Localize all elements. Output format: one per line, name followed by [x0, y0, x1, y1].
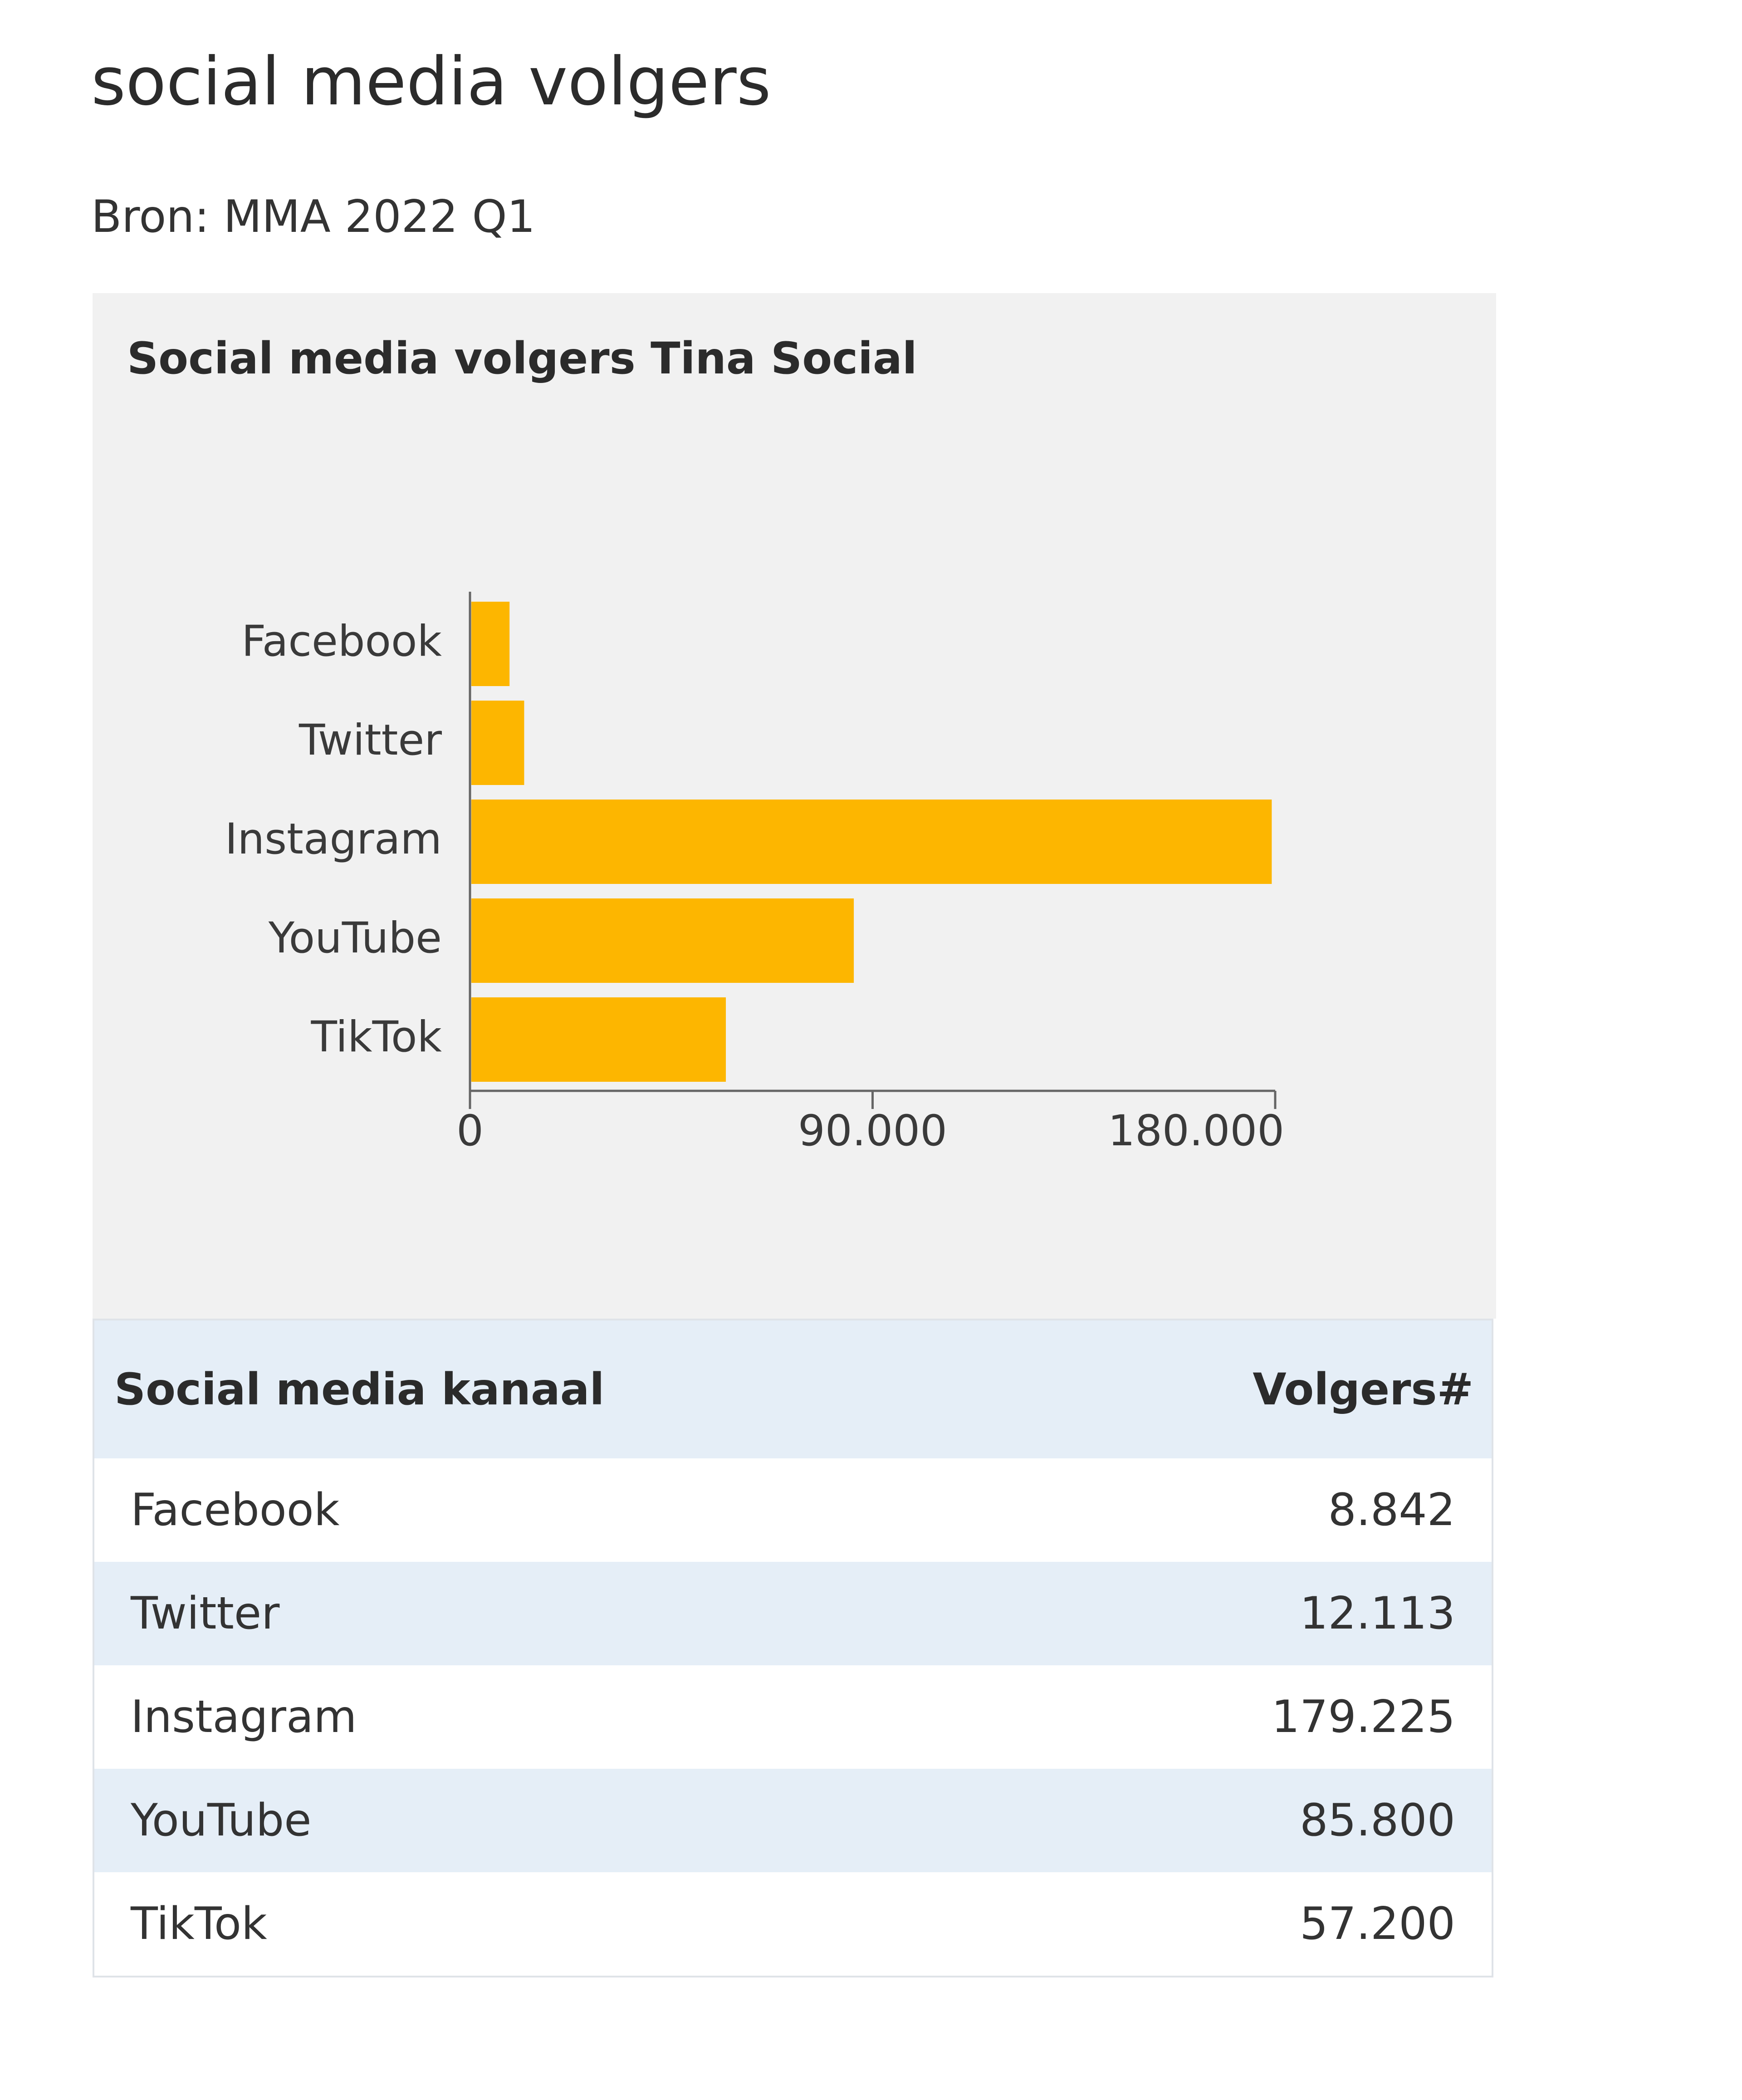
bar-twitter: [471, 701, 524, 785]
chart-axes: 0 90.000 180.000: [456, 592, 1284, 1156]
x-tick-label: 0: [456, 1106, 484, 1156]
table-cell-channel: YouTube: [93, 1769, 1033, 1872]
category-label-youtube: YouTube: [268, 913, 442, 963]
column-header-channel: Social media kanaal: [93, 1320, 1033, 1458]
x-tick-label: 180.000: [1108, 1106, 1284, 1156]
x-tick-label: 90.000: [798, 1106, 947, 1156]
category-labels: Facebook Twitter Instagram YouTube TikTok: [225, 617, 442, 1062]
table-cell-channel: Instagram: [93, 1665, 1033, 1769]
table-cell-channel: Facebook: [93, 1458, 1033, 1562]
table-cell-channel: TikTok: [93, 1872, 1033, 1977]
table-row: Instagram 179.225: [93, 1665, 1492, 1769]
table-row: Facebook 8.842: [93, 1458, 1492, 1562]
table-row: YouTube 85.800: [93, 1769, 1492, 1872]
column-header-followers: Volgers#: [1032, 1320, 1492, 1458]
bar-youtube: [471, 898, 854, 983]
chart-title: Social media volgers Tina Social: [127, 333, 917, 384]
table-cell-followers: 179.225: [1032, 1665, 1492, 1769]
bar-instagram: [471, 800, 1272, 884]
category-label-tiktok: TikTok: [311, 1012, 442, 1062]
bar-tiktok: [471, 997, 726, 1082]
bar-facebook: [471, 602, 510, 686]
table-cell-followers: 85.800: [1032, 1769, 1492, 1872]
table-row: TikTok 57.200: [93, 1872, 1492, 1977]
category-label-instagram: Instagram: [225, 814, 442, 864]
source-note: Bron: MMA 2022 Q1: [91, 191, 535, 243]
table-header-row: Social media kanaal Volgers#: [93, 1320, 1492, 1458]
table-cell-followers: 57.200: [1032, 1872, 1492, 1977]
bars-layer: [471, 602, 1272, 1082]
table-cell-followers: 12.113: [1032, 1562, 1492, 1665]
category-label-facebook: Facebook: [241, 617, 442, 666]
chart-panel: Social media volgers Tina Social Faceboo…: [93, 293, 1496, 1319]
category-label-twitter: Twitter: [298, 716, 442, 765]
table-row: Twitter 12.113: [93, 1562, 1492, 1665]
table-cell-followers: 8.842: [1032, 1458, 1492, 1562]
data-table: Social media kanaal Volgers# Facebook 8.…: [93, 1319, 1493, 1977]
page-title: social media volgers: [91, 43, 771, 120]
table-cell-channel: Twitter: [93, 1562, 1033, 1665]
bar-chart: Facebook Twitter Instagram YouTube TikTok 0 9…: [225, 592, 1284, 1156]
